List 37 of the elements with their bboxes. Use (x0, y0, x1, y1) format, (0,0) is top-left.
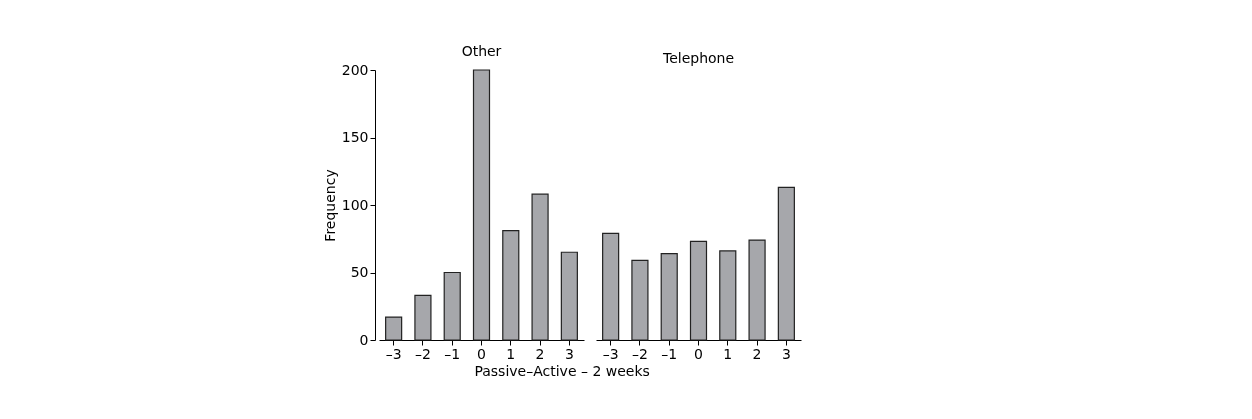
y-tick-label: 100 (341, 196, 369, 213)
bar (602, 232, 620, 341)
bar (560, 251, 578, 341)
bar (689, 240, 708, 341)
bar (385, 316, 403, 341)
x-tick-label: –2 (631, 345, 648, 362)
x-tick-label: 2 (535, 345, 545, 362)
chart-title: Other (461, 43, 502, 59)
bar (531, 193, 549, 341)
bar (719, 250, 737, 341)
x-tick-label: 1 (506, 345, 516, 362)
bar (414, 294, 432, 341)
x-tick-label: –1 (661, 345, 678, 362)
x-tick-label: 2 (752, 345, 762, 362)
y-tick-label: 50 (350, 264, 369, 280)
x-tick-label: 0 (694, 345, 703, 362)
x-tick-label: 3 (564, 345, 574, 362)
y-tick-label: 200 (341, 61, 369, 78)
bar (660, 253, 678, 341)
x-tick-label: –2 (414, 345, 431, 362)
chart-title: Telephone (661, 50, 735, 66)
bar (748, 239, 766, 341)
x-axis-title: Passive–Active – 2 weeks (474, 363, 650, 379)
x-tick-label: 3 (781, 345, 791, 362)
x-tick-label: –3 (385, 345, 402, 362)
x-tick-label: –1 (444, 345, 461, 362)
y-tick-label: 150 (341, 129, 369, 145)
bar (502, 230, 520, 341)
y-tick-label: 0 (359, 331, 369, 348)
bar (443, 271, 461, 341)
bar (631, 259, 649, 341)
bar (472, 69, 491, 341)
x-tick-label: –3 (602, 345, 619, 362)
x-tick-label: 1 (723, 345, 733, 362)
bar (777, 186, 795, 341)
y-axis-title: Frequency (321, 169, 338, 242)
x-tick-label: 0 (477, 345, 486, 362)
